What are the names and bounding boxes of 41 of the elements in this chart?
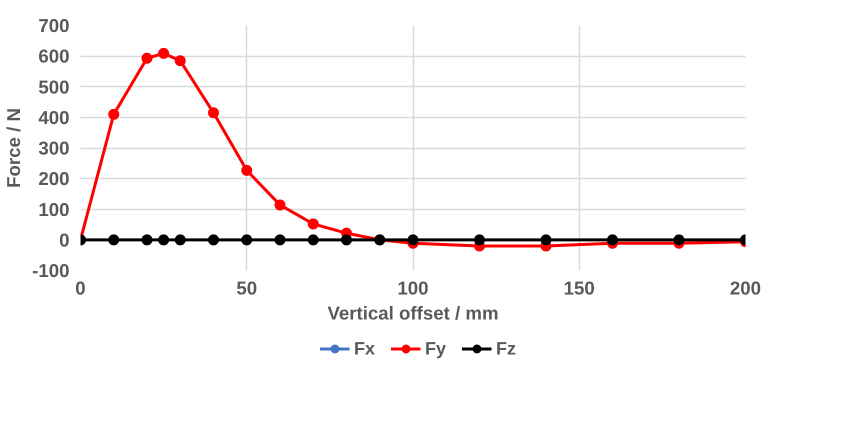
point [474,234,485,246]
point [208,234,219,246]
y-tick-label: -100 [32,260,70,281]
y-tick-label: 700 [38,15,70,36]
x-axis-title: Vertical offset / mm [327,302,499,324]
y-tick-label: 300 [38,138,70,158]
x-tick-label: 200 [730,278,762,298]
x-tick-label: 150 [564,278,595,298]
point [540,234,552,246]
point [158,234,170,246]
y-tick-label: 200 [38,168,70,190]
x-tick-label: 50 [236,278,258,298]
point [408,234,418,246]
x-tick-label: 100 [397,278,429,298]
point [308,234,319,246]
point [158,48,170,59]
point [174,55,186,66]
point [274,234,286,246]
point [341,234,352,246]
point [607,234,618,246]
y-axis-title: Force / N [3,108,24,188]
y-tick-label: 600 [38,46,70,67]
y-tick-label: 500 [38,76,70,98]
y-tick-label: 400 [38,106,70,128]
point [241,234,252,246]
point [108,234,120,246]
point [142,234,152,246]
point [674,234,684,246]
point [308,218,319,230]
point [174,234,186,246]
y-tick-label: 0 [59,229,70,250]
x-tick-label: 0 [75,278,86,298]
y-tick-label: 100 [38,198,70,220]
legend-label: Fx [354,338,375,359]
point [241,164,252,176]
point [108,108,120,120]
point [208,107,219,118]
point [142,52,152,64]
point [274,199,286,210]
legend-label: Fy [425,338,446,359]
legend-label: Fz [496,338,516,359]
